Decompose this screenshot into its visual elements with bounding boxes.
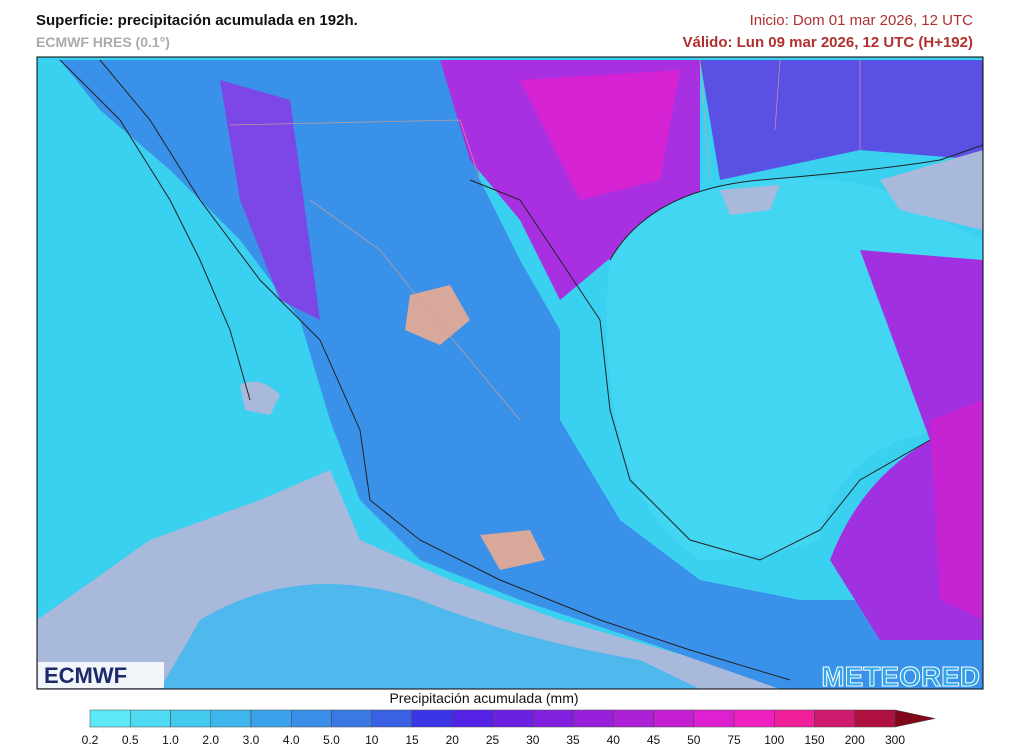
- color-box: [653, 709, 694, 728]
- color-box: [291, 709, 332, 728]
- colorbar-tick-label: 200: [845, 733, 865, 747]
- colorbar-tick-label: 45: [647, 733, 661, 747]
- color-box: [733, 709, 775, 728]
- color-box: [130, 709, 171, 728]
- colorbar-tick-label: 100: [764, 733, 784, 747]
- color-box: [210, 709, 252, 728]
- color-box: [170, 709, 211, 728]
- valid-time: Válido: Lun 09 mar 2026, 12 UTC (H+192): [682, 34, 973, 51]
- meteored-text: METEORED: [821, 661, 980, 692]
- colorbar-tick-label: 40: [607, 733, 621, 747]
- ecmwf-text: ECMWF: [44, 663, 127, 688]
- color-box: [411, 709, 453, 728]
- title: Superficie: precipitación acumulada en 1…: [36, 12, 358, 29]
- colorbar-tick-label: 0.2: [82, 733, 99, 747]
- legend-title: Precipitación acumulada (mm): [389, 690, 578, 706]
- colorbar: 0.2 0.5 1.0 2.0 3.0 4.0 5.0 10 15 20 25 30 35 40 45 50 7…: [82, 709, 936, 747]
- colorbar-tick-label: 0.5: [122, 733, 139, 747]
- colorbar-tick-label: 150: [804, 733, 824, 747]
- color-box: [250, 709, 292, 728]
- color-box: [814, 709, 855, 728]
- color-box: [854, 709, 896, 728]
- colorbar-tick-label: 30: [526, 733, 540, 747]
- color-box: [331, 709, 372, 728]
- color-arrow: [894, 709, 936, 728]
- colorbar-tick-label: 35: [566, 733, 580, 747]
- color-box: [371, 709, 413, 728]
- color-box: [532, 709, 574, 728]
- colorbar-tick-label: 10: [365, 733, 379, 747]
- colorbar-tick-label: 20: [446, 733, 460, 747]
- color-box: [89, 709, 131, 728]
- colorbar-tick-label: 4.0: [283, 733, 300, 747]
- colorbar-tick-label: 5.0: [323, 733, 340, 747]
- ecmwf-logo: ECMWF: [38, 662, 164, 688]
- colorbar-tick-label: 15: [405, 733, 419, 747]
- colorbar-tick-label: 75: [727, 733, 741, 747]
- color-box: [492, 709, 533, 728]
- color-box: [774, 709, 815, 728]
- color-box: [693, 709, 735, 728]
- colorbar-tick-label: 300: [885, 733, 905, 747]
- subtitle: ECMWF HRES (0.1°): [36, 34, 170, 50]
- color-box: [613, 709, 654, 728]
- colorbar-tick-label: 3.0: [243, 733, 260, 747]
- colorbar-tick-label: 50: [687, 733, 701, 747]
- colorbar-tick-label: 2.0: [202, 733, 219, 747]
- colorbar-tick-label: 25: [486, 733, 500, 747]
- colorbar-tick-label: 1.0: [162, 733, 179, 747]
- init-time: Inicio: Dom 01 mar 2026, 12 UTC: [750, 12, 974, 29]
- color-box: [572, 709, 614, 728]
- map: [36, 56, 984, 690]
- color-box: [452, 709, 493, 728]
